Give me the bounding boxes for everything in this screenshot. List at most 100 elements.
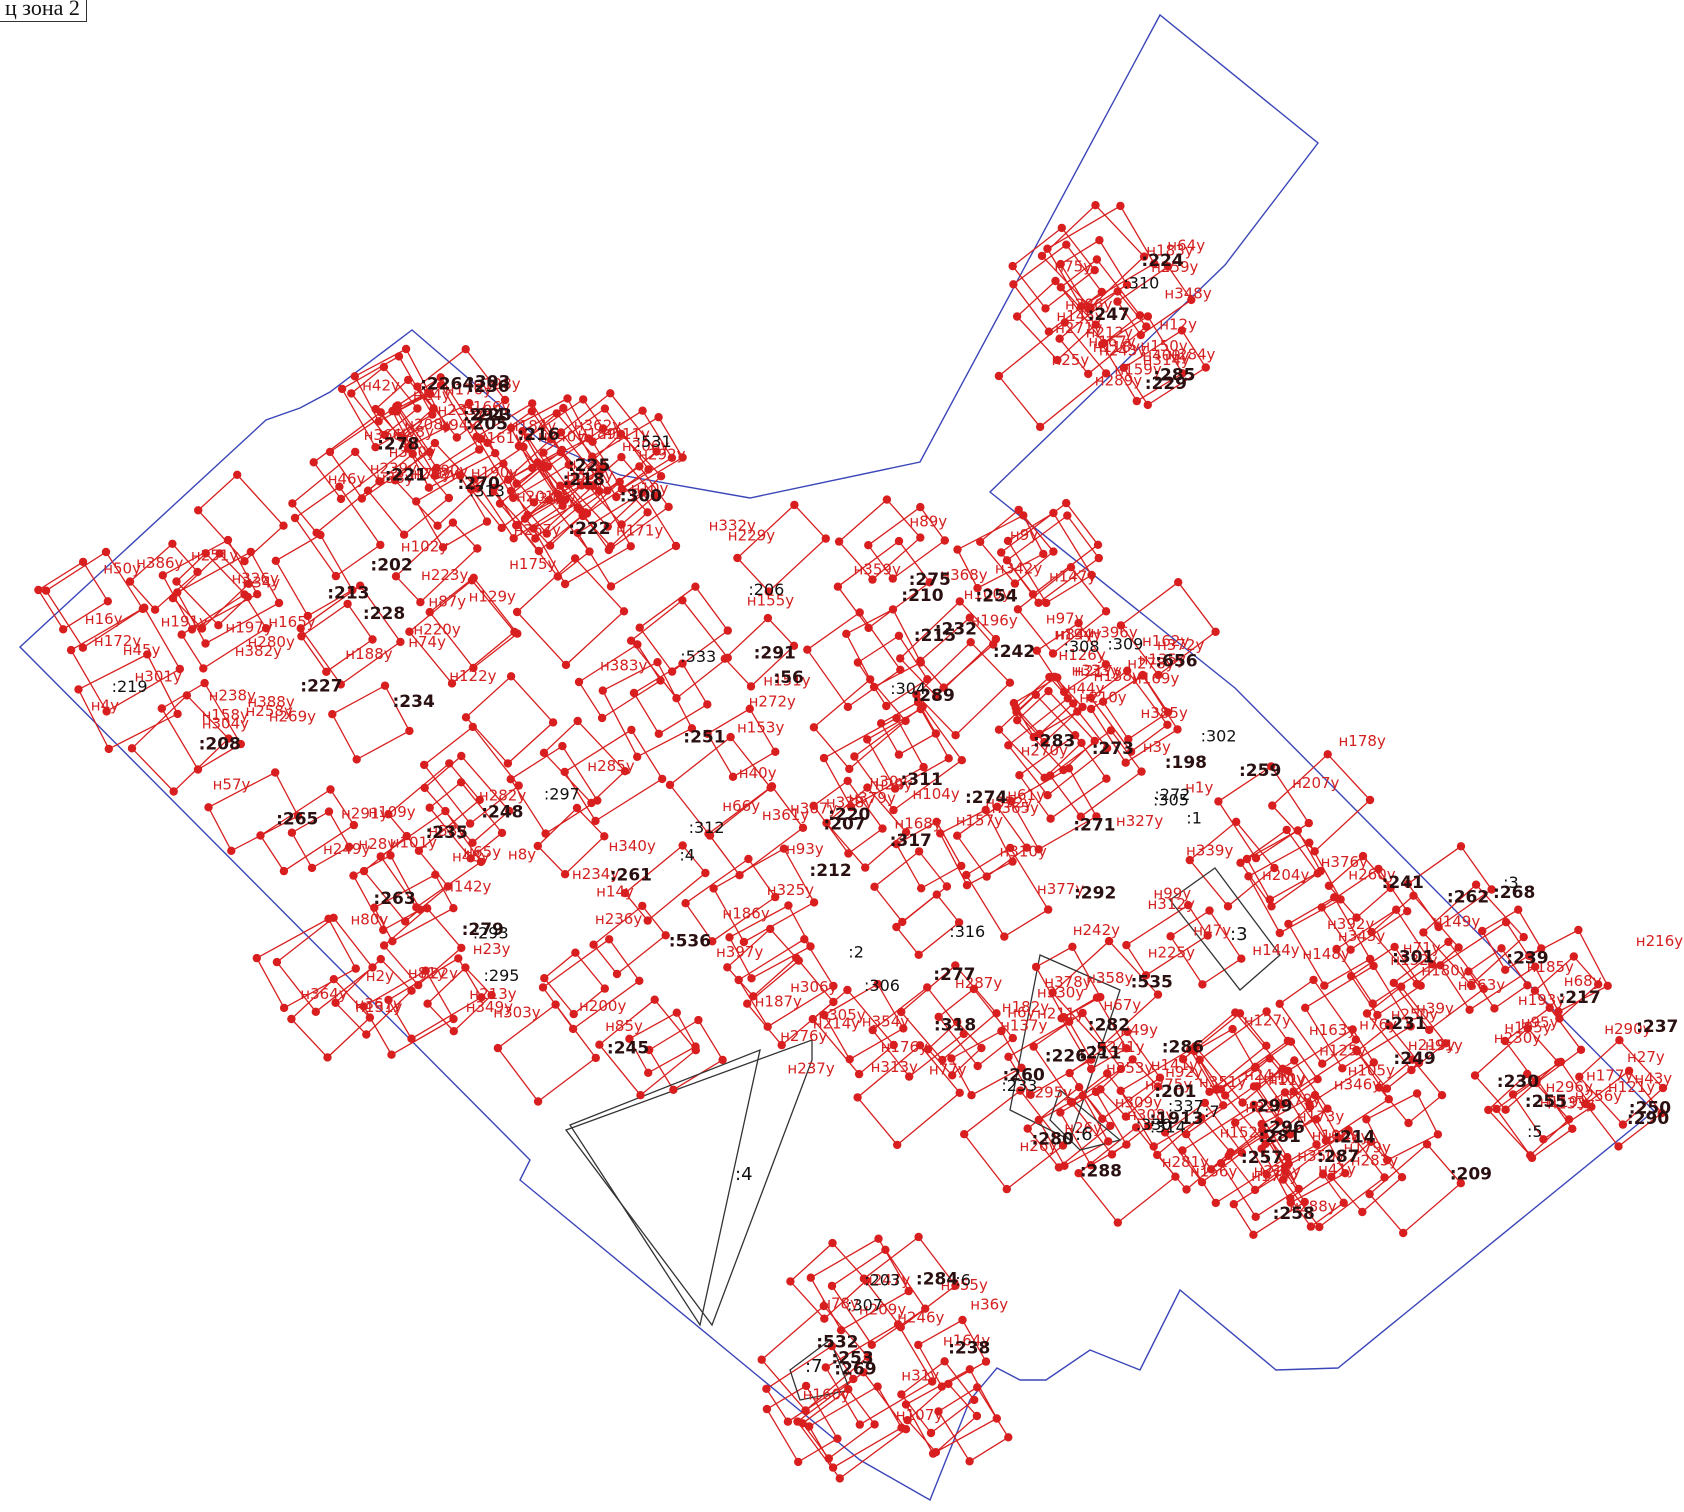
survey-point (1434, 922, 1443, 932)
survey-point (344, 842, 354, 851)
point-label: н47у (1193, 921, 1231, 939)
survey-point (431, 870, 440, 879)
survey-point (1101, 369, 1111, 378)
survey-point (645, 1045, 654, 1055)
survey-point (403, 444, 413, 453)
survey-point (1624, 1066, 1634, 1076)
survey-point (1399, 1228, 1408, 1238)
point-label: н269у (269, 708, 316, 726)
point-label: н74у (408, 633, 446, 651)
point-label: н216у (1636, 932, 1683, 950)
point-label: н100у (964, 585, 1011, 603)
point-label: н378у (1044, 973, 1091, 991)
survey-point (505, 806, 514, 816)
survey-point (786, 1277, 795, 1286)
survey-point (725, 933, 734, 942)
survey-point (1274, 1117, 1284, 1126)
point-label: н101у (390, 833, 437, 851)
survey-point (1087, 1055, 1096, 1064)
survey-point (903, 1416, 912, 1425)
survey-point (914, 1232, 923, 1242)
survey-point (1211, 1198, 1221, 1208)
survey-point (973, 1061, 982, 1071)
survey-point (1404, 1118, 1413, 1128)
survey-point (1412, 979, 1422, 989)
survey-point (1163, 720, 1172, 729)
point-label: н32у (1245, 1099, 1283, 1117)
survey-point (1470, 1071, 1480, 1080)
point-label: н272у (749, 693, 796, 711)
point-label: н342у (995, 559, 1042, 577)
survey-point (376, 540, 385, 550)
survey-point (514, 441, 524, 451)
point-label: н220у (413, 621, 460, 639)
point-label: н230у (1494, 1029, 1541, 1047)
survey-point (424, 483, 434, 492)
point-label: н246у (897, 1309, 944, 1327)
survey-point (723, 626, 732, 635)
survey-point (1086, 1161, 1096, 1170)
survey-point (626, 542, 635, 551)
survey-point (1057, 223, 1067, 233)
registered-parcel-label: :4 (679, 846, 695, 865)
point-label: н172у (94, 632, 141, 650)
survey-point (1205, 906, 1214, 915)
survey-point (169, 787, 178, 796)
point-label: н307у (790, 799, 837, 817)
survey-point (973, 1383, 982, 1392)
parcel-label: :262 (1447, 888, 1489, 908)
point-label: н372у (1157, 636, 1204, 654)
survey-point (822, 818, 831, 828)
survey-point (893, 1320, 903, 1329)
survey-point (1249, 1100, 1259, 1110)
survey-point (833, 582, 843, 591)
parcel-label: :208 (199, 735, 241, 755)
survey-point (914, 847, 924, 856)
point-label: н111у (603, 425, 650, 443)
point-label: н283у (1351, 1151, 1398, 1169)
parcel-label: :292 (1074, 883, 1116, 903)
survey-point (1103, 1069, 1112, 1078)
survey-point (1139, 252, 1149, 261)
survey-point (612, 492, 621, 502)
survey-point (347, 389, 356, 398)
point-label: н158у (202, 706, 249, 724)
survey-point (1341, 1169, 1350, 1178)
survey-point (805, 1422, 814, 1431)
survey-point (449, 1014, 458, 1024)
survey-point (944, 1379, 953, 1389)
point-label: н142у (444, 878, 491, 896)
point-label: н81у (408, 964, 446, 982)
survey-point (506, 486, 516, 496)
parcel-label: :269 (834, 1359, 876, 1379)
survey-point (573, 716, 582, 726)
survey-point (413, 382, 422, 391)
point-label: н280у (248, 633, 295, 651)
survey-point (168, 539, 177, 548)
point-label: н168у (894, 815, 941, 833)
survey-point (1309, 975, 1318, 985)
survey-point (1034, 1115, 1044, 1125)
survey-point (595, 1040, 604, 1049)
survey-point (199, 664, 208, 673)
parcel-label: :218 (563, 470, 605, 490)
survey-point (1320, 981, 1329, 990)
survey-point (104, 744, 114, 754)
survey-point (809, 801, 818, 810)
survey-point (256, 831, 265, 840)
parcel-label: :245 (607, 1039, 649, 1059)
parcel-label: :263 (373, 889, 415, 909)
point-label: н248у (1322, 1128, 1369, 1146)
survey-point (483, 438, 492, 447)
point-label: н288у (1289, 1197, 1336, 1215)
survey-point (193, 765, 203, 774)
survey-point (175, 664, 184, 674)
parcel-label: :198 (1165, 753, 1207, 773)
parcel-label: :270 (458, 474, 500, 494)
survey-point (763, 1022, 772, 1031)
survey-point (407, 986, 416, 995)
point-label: н8у (508, 846, 536, 864)
point-label: н164у (943, 1331, 990, 1349)
point-label: н193у (1518, 991, 1565, 1009)
